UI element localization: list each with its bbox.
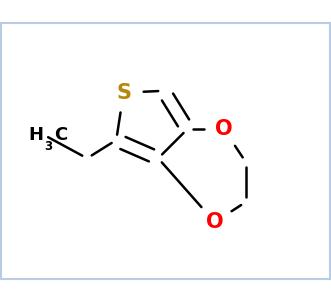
Text: H: H xyxy=(28,126,43,143)
Text: 3: 3 xyxy=(44,140,52,153)
Text: C: C xyxy=(54,126,68,143)
Text: O: O xyxy=(215,119,233,139)
Text: O: O xyxy=(206,212,223,232)
Text: S: S xyxy=(116,83,131,103)
